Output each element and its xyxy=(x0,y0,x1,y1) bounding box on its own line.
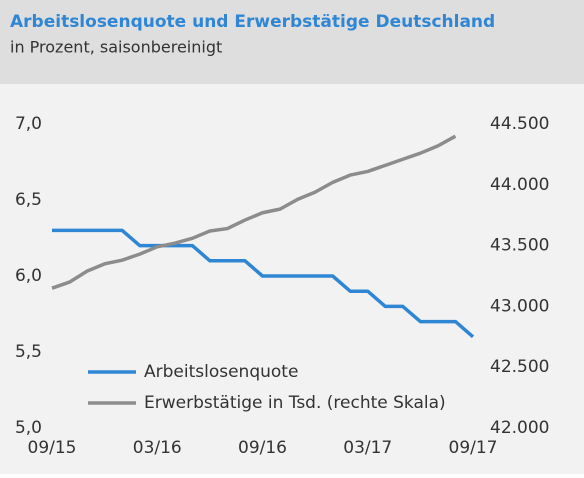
x-tick-label: 03/16 xyxy=(133,438,182,458)
chart-title: Arbeitslosenquote und Erwerbstätige Deut… xyxy=(10,12,495,32)
y-tick-label: 5,5 xyxy=(15,342,42,362)
y2-tick-label: 44.000 xyxy=(490,175,549,195)
x-tick-label: 03/17 xyxy=(343,438,392,458)
series-line xyxy=(52,228,475,339)
chart-subtitle: in Prozent, saisonbereinigt xyxy=(10,38,222,57)
legend-label: Arbeitslosenquote xyxy=(144,362,298,382)
y2-tick-label: 44.500 xyxy=(490,114,549,134)
y2-tick-label: 43.000 xyxy=(490,296,549,316)
y-tick-label: 7,0 xyxy=(15,114,42,134)
y2-tick-label: 43.500 xyxy=(490,236,549,256)
series-line xyxy=(51,134,457,290)
y2-tick-label: 42.500 xyxy=(490,357,549,377)
y-tick-label: 5,0 xyxy=(15,418,42,438)
header xyxy=(0,0,584,84)
y-tick-label: 6,5 xyxy=(15,190,42,210)
legend-label: Erwerbstätige in Tsd. (rechte Skala) xyxy=(144,393,446,413)
y2-tick-label: 42.000 xyxy=(490,418,549,438)
y-tick-label: 6,0 xyxy=(15,266,42,286)
x-tick-label: 09/15 xyxy=(28,438,77,458)
x-tick-label: 09/16 xyxy=(238,438,287,458)
x-tick-label: 09/17 xyxy=(449,438,498,458)
